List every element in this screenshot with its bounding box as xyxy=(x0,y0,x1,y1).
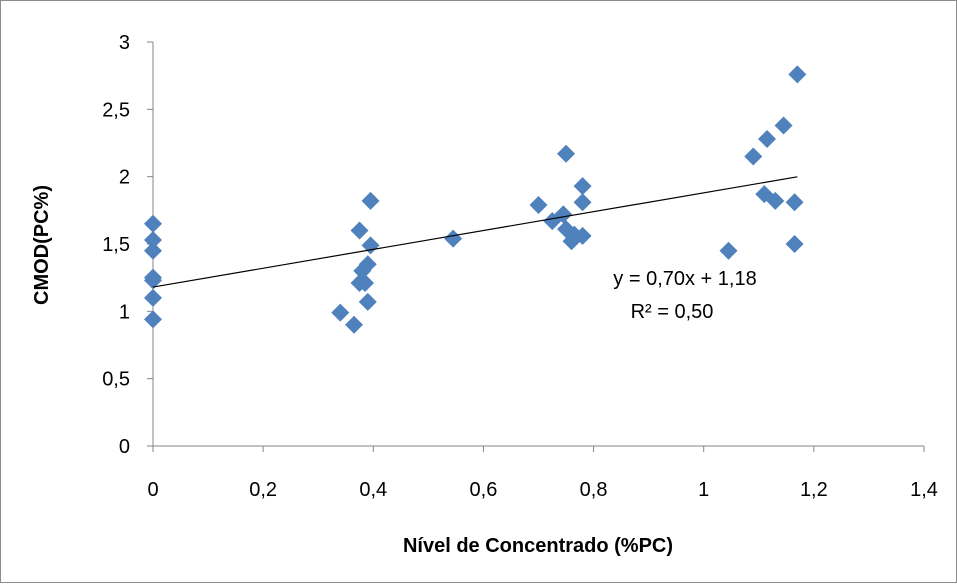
data-point xyxy=(144,310,162,329)
x-tick-label: 1,4 xyxy=(910,479,938,501)
trendline-equation: y = 0,70x + 1,18 xyxy=(613,268,756,290)
y-axis-title: CMOD(PC%) xyxy=(31,185,53,305)
data-point xyxy=(144,230,162,249)
x-tick-label: 0,4 xyxy=(359,479,387,501)
y-tick-label: 2,5 xyxy=(102,99,130,121)
data-point xyxy=(573,193,592,212)
data-point xyxy=(144,288,162,307)
data-point xyxy=(144,214,162,233)
data-point xyxy=(331,303,350,322)
data-point xyxy=(350,221,369,240)
x-tick-label: 1,2 xyxy=(800,479,828,501)
data-point xyxy=(788,65,807,84)
data-point xyxy=(444,229,463,248)
y-tick-label: 1 xyxy=(119,301,130,323)
x-tick-label: 0,2 xyxy=(249,479,277,501)
data-point xyxy=(719,241,738,260)
data-point xyxy=(144,271,162,290)
data-point xyxy=(144,241,162,260)
data-point xyxy=(573,226,592,245)
data-point xyxy=(573,177,592,196)
x-axis-title: Nível de Concentrado (%PC) xyxy=(403,535,673,557)
data-point xyxy=(557,144,576,163)
trendline-group xyxy=(152,176,798,288)
y-tick-label: 1,5 xyxy=(102,234,130,256)
y-tick-label: 2 xyxy=(119,167,130,189)
data-point xyxy=(361,236,380,255)
data-point xyxy=(358,292,377,311)
x-tick-labels: 0 0,2 0,4 0,6 0,8 1 1,2 1,4 xyxy=(147,479,937,501)
data-points xyxy=(144,65,807,334)
data-point xyxy=(744,147,763,166)
data-point xyxy=(758,129,777,148)
data-point xyxy=(356,274,375,293)
data-point xyxy=(361,191,380,210)
data-point xyxy=(345,315,364,334)
data-point xyxy=(785,193,804,212)
data-point xyxy=(774,116,793,135)
y-tick-label: 0 xyxy=(119,436,130,458)
y-tick-labels: 0 0,5 1 1,5 2 2,5 3 xyxy=(102,32,130,458)
y-tick-label: 3 xyxy=(119,32,130,54)
data-point xyxy=(529,195,548,214)
y-tick-label: 0,5 xyxy=(102,369,130,391)
x-tick-label: 1 xyxy=(698,479,709,501)
data-point xyxy=(766,191,785,210)
x-tick-label: 0,8 xyxy=(580,479,608,501)
x-tick-label: 0,6 xyxy=(470,479,498,501)
x-tick-label: 0 xyxy=(147,479,158,501)
data-point xyxy=(554,205,573,224)
data-point xyxy=(358,255,377,274)
data-point xyxy=(785,235,804,253)
trendline-r-squared: R² = 0,50 xyxy=(631,301,714,323)
trendline xyxy=(152,176,798,288)
